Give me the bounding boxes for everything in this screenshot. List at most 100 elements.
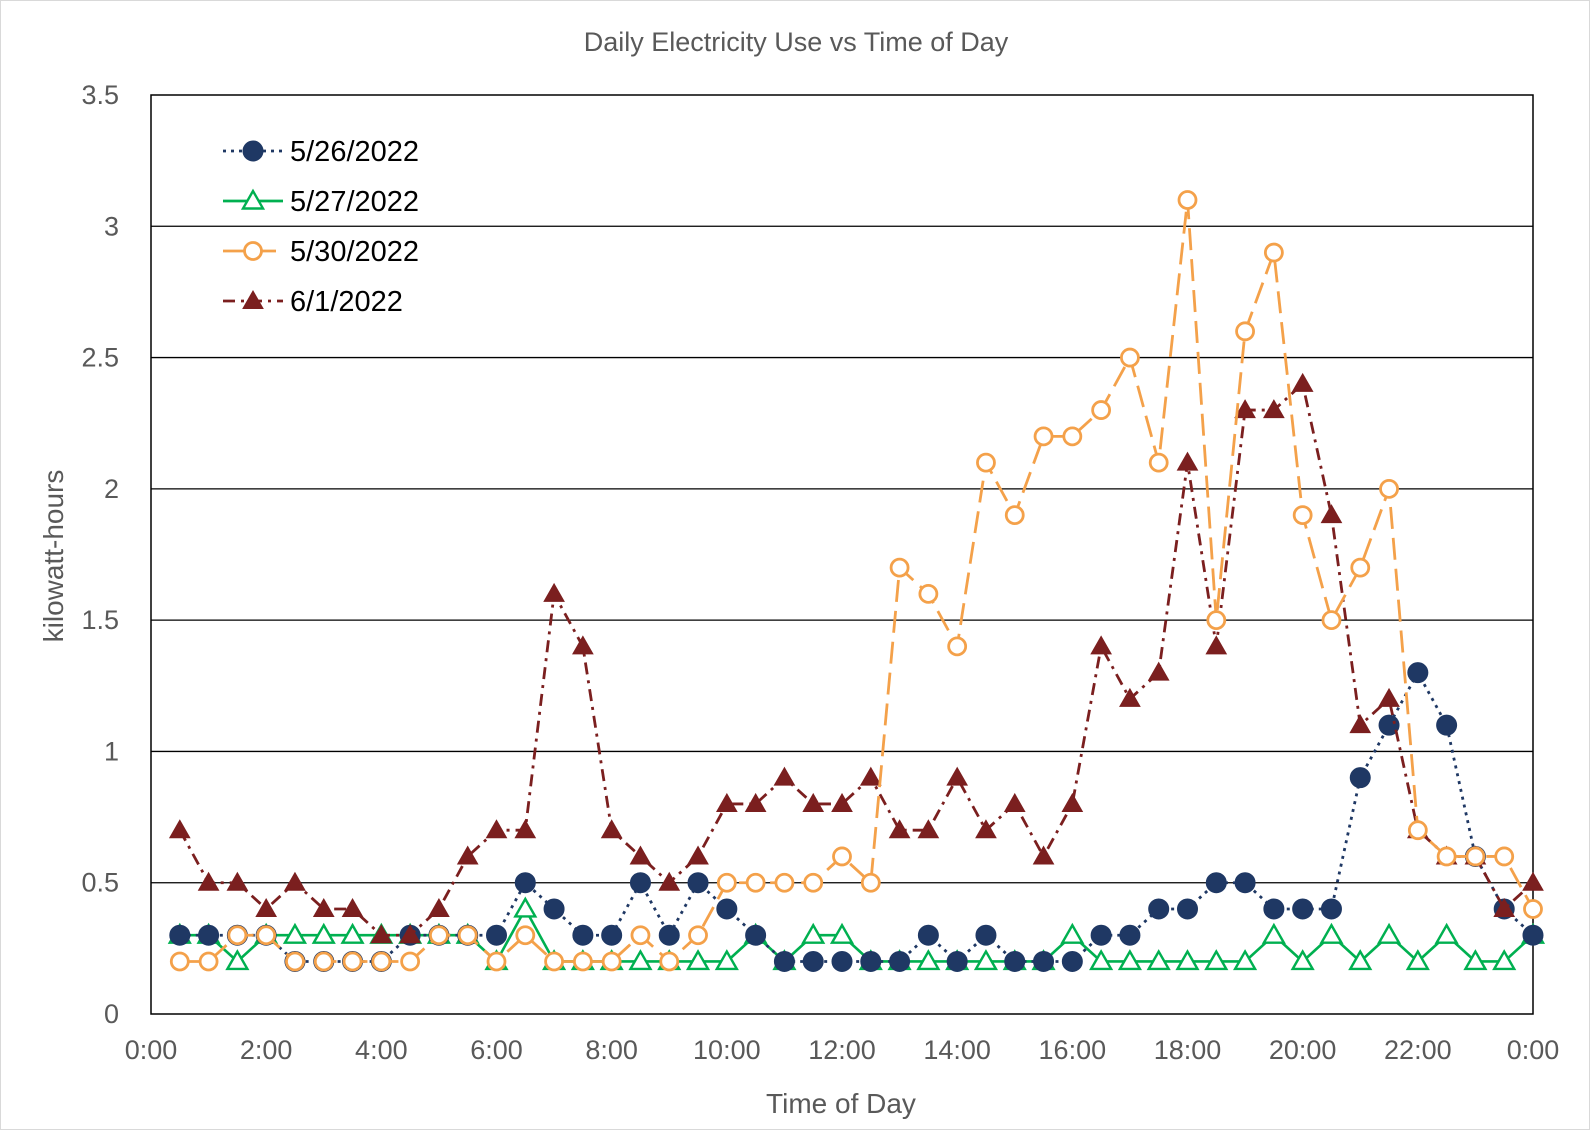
y-tick-label: 0: [104, 999, 119, 1029]
series-5-26-2022-marker: [601, 924, 623, 946]
series-6-1-2022-marker: [399, 924, 421, 944]
series-5-27-2022-marker: [1146, 949, 1171, 971]
series-6-1-2022-marker: [1032, 845, 1055, 865]
series-5-30-2022: [169, 190, 1543, 972]
series-5-26-2022-marker: [889, 950, 911, 972]
y-tick-label: 3: [104, 211, 119, 241]
legend-marker: [243, 241, 263, 261]
series-5-30-2022-marker: [169, 951, 190, 972]
series-6-1-2022-marker: [715, 792, 738, 812]
y-tick-label: 0.5: [81, 868, 119, 898]
series-5-30-2022-marker: [630, 925, 651, 946]
series-6-1-2022-marker: [917, 819, 940, 839]
series-5-30-2022-line: [179, 198, 1535, 963]
x-tick-label: 2:00: [240, 1035, 293, 1065]
series-5-30-2022-marker: [342, 951, 363, 972]
series-5-27-2022-marker: [916, 949, 941, 971]
series-5-30-2022-marker: [1263, 242, 1284, 263]
series-6-1-2022-marker: [456, 845, 479, 865]
x-tick-label: 10:00: [693, 1035, 761, 1065]
series-5-26-2022-marker: [658, 924, 680, 946]
series-5-30-2022-marker: [774, 872, 795, 893]
series-5-27-2022-marker: [1175, 949, 1200, 971]
series-6-1-2022-marker: [341, 897, 364, 917]
legend-marker: [242, 140, 264, 162]
series-5-27-2022-marker: [1434, 922, 1459, 944]
x-tick-label: 8:00: [585, 1035, 638, 1065]
series-5-26-2022-marker: [773, 950, 795, 972]
series-5-30-2022-marker: [688, 925, 708, 946]
series-5-26-2022-marker: [198, 924, 220, 946]
series-5-26-2022-marker: [831, 950, 853, 972]
series-5-30-2022-marker: [1494, 846, 1515, 867]
series-5-26-2022-marker: [1061, 950, 1083, 972]
x-tick-label: 0:00: [125, 1035, 178, 1065]
series-5-26-2022-marker: [1119, 924, 1141, 946]
legend-marker: [240, 188, 266, 210]
series-5-30-2022-marker: [400, 951, 421, 972]
series-6-1-2022-marker: [600, 819, 623, 839]
x-tick-label: 4:00: [355, 1035, 408, 1065]
legend-label: 6/1/2022: [290, 286, 403, 318]
x-axis-title: Time of Day: [766, 1088, 916, 1119]
series-6-1-2022-marker: [1291, 372, 1314, 392]
series-5-30-2022-marker: [1292, 505, 1313, 526]
series-6-1-2022-marker: [1522, 871, 1544, 891]
series-5-26-2022-marker: [1292, 898, 1314, 920]
series-6-1-2022-marker: [1349, 714, 1372, 734]
series-6-1-2022-marker: [1263, 399, 1285, 419]
y-tick-label: 1.5: [81, 605, 119, 635]
series-5-30-2022-marker: [1004, 505, 1025, 526]
series-5-30-2022-marker: [1062, 426, 1083, 447]
legend-item-5-30-2022: 5/30/2022: [223, 236, 419, 268]
series-5-30-2022-marker: [659, 951, 680, 972]
series-5-30-2022-marker: [1033, 426, 1054, 447]
series-5-30-2022-marker: [1379, 478, 1399, 499]
series-5-27-2022-marker: [685, 949, 711, 971]
series-5-30-2022-marker: [1120, 347, 1140, 368]
series-5-27-2022-marker: [340, 922, 365, 944]
series-5-27-2022-marker: [714, 949, 739, 971]
series-5-26-2022-marker: [1320, 898, 1342, 920]
series-5-30-2022-marker: [515, 925, 536, 946]
series-5-27-2022-marker: [801, 922, 826, 944]
series-5-27-2022-marker: [1089, 949, 1114, 971]
x-tick-label: 22:00: [1384, 1035, 1452, 1065]
series-5-26-2022: [169, 662, 1544, 972]
series-5-30-2022-marker: [918, 583, 939, 604]
series-5-30-2022-marker: [313, 951, 334, 972]
series-5-27-2022-marker: [1405, 949, 1430, 971]
series-5-30-2022-marker: [1350, 557, 1371, 578]
legend-marker: [242, 289, 264, 309]
series-5-30-2022-marker: [1091, 400, 1112, 420]
series-5-30-2022-marker: [1523, 899, 1543, 919]
series-6-1-2022-marker: [1205, 635, 1228, 655]
series-5-30-2022-marker: [198, 951, 219, 972]
legend-label: 5/27/2022: [290, 186, 419, 218]
series-6-1-2022-marker: [1378, 687, 1400, 707]
series-6-1-2022-marker: [1493, 897, 1516, 917]
series-5-30-2022-marker: [1235, 321, 1255, 342]
x-tick-label: 20:00: [1269, 1035, 1337, 1065]
series-6-1-2022-marker: [773, 766, 796, 786]
series-6-1-2022-marker: [802, 792, 825, 812]
series-5-26-2022-marker: [629, 872, 651, 894]
series-5-30-2022-marker: [716, 872, 737, 893]
series-5-30-2022-marker: [486, 951, 507, 972]
series-6-1-2022-marker: [1147, 661, 1170, 681]
legend-item-5-26-2022: 5/26/2022: [223, 136, 419, 168]
y-tick-label: 2: [104, 474, 119, 504]
series-5-26-2022-marker: [917, 924, 939, 946]
series-5-27-2022-marker: [1463, 949, 1488, 971]
series-group: [167, 190, 1546, 972]
series-6-1-2022-marker: [485, 819, 508, 839]
series-5-26-2022-marker: [1234, 872, 1256, 894]
series-5-26-2022-line: [179, 671, 1534, 963]
series-5-27-2022-marker: [282, 922, 308, 944]
legend-label: 5/26/2022: [290, 136, 419, 168]
series-6-1-2022-marker: [312, 897, 335, 917]
series-5-30-2022-marker: [976, 452, 996, 473]
series-5-30-2022-marker: [1407, 820, 1428, 841]
series-5-26-2022-marker: [1205, 872, 1227, 894]
